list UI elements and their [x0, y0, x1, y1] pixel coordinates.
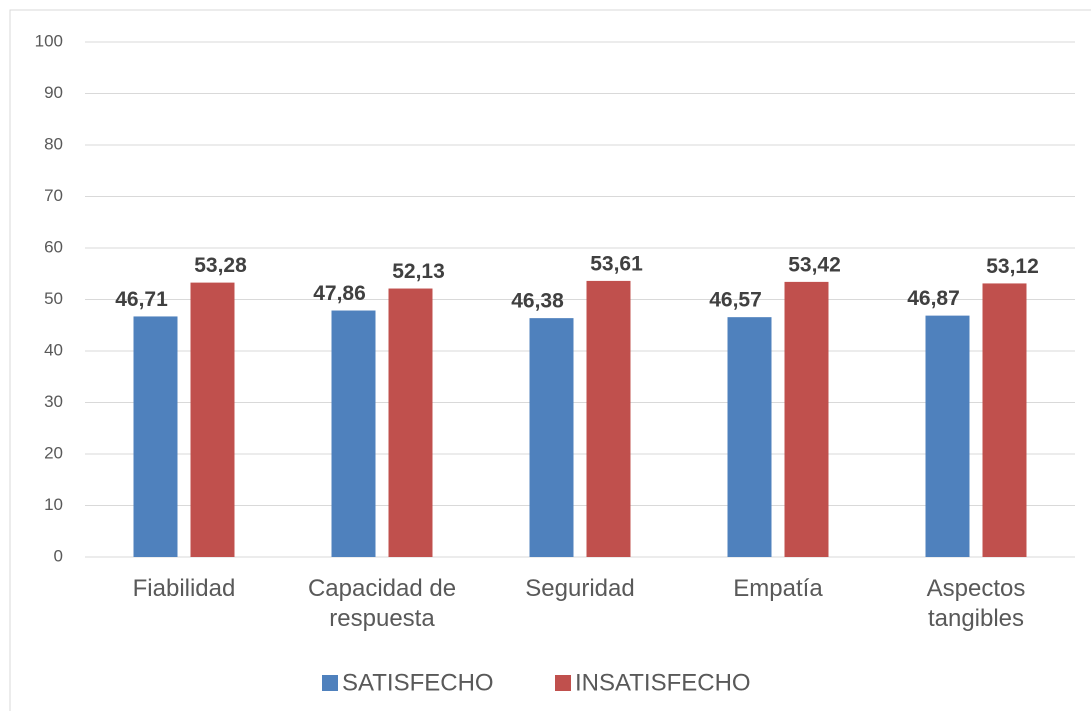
x-tick-label: Fiabilidad — [132, 575, 236, 602]
x-tick-label: Capacidad de respuesta — [307, 575, 457, 632]
bar — [388, 288, 433, 557]
y-tick-label: 50 — [44, 289, 63, 308]
bar — [529, 318, 574, 557]
y-tick-label: 40 — [44, 340, 63, 359]
value-label: 53,28 — [194, 254, 247, 277]
value-label: 46,71 — [115, 288, 168, 311]
x-tick-label: Aspectos tangibles — [926, 575, 1026, 632]
value-label: 52,13 — [392, 260, 445, 283]
value-label: 53,42 — [788, 253, 841, 276]
y-tick-label: 60 — [44, 237, 63, 256]
value-label: 46,38 — [511, 290, 564, 313]
y-tick-label: 70 — [44, 186, 63, 205]
bar — [784, 281, 829, 557]
value-label: 46,87 — [907, 287, 960, 310]
y-tick-label: 20 — [44, 443, 63, 462]
y-tick-label: 90 — [44, 83, 63, 102]
bar — [925, 315, 970, 557]
x-tick-label: Empatía — [733, 575, 823, 602]
y-tick-label: 100 — [35, 31, 63, 50]
y-tick-label: 80 — [44, 134, 63, 153]
bar — [982, 283, 1027, 557]
legend-swatch — [555, 675, 571, 691]
legend-swatch — [322, 675, 338, 691]
bar — [727, 317, 772, 557]
bar — [586, 280, 631, 557]
legend-label: INSATISFECHO — [575, 669, 751, 696]
value-label: 53,12 — [986, 255, 1039, 278]
y-tick-label: 30 — [44, 392, 63, 411]
bar — [133, 316, 178, 557]
value-label: 53,61 — [590, 252, 643, 275]
bar — [331, 310, 376, 557]
y-tick-label: 0 — [54, 546, 63, 565]
bar — [190, 282, 235, 557]
chart-border — [9, 9, 1091, 711]
x-tick-label: Seguridad — [525, 575, 635, 602]
legend-label: SATISFECHO — [342, 669, 494, 696]
value-label: 47,86 — [313, 282, 366, 305]
value-label: 46,57 — [709, 289, 762, 312]
y-tick-label: 10 — [44, 495, 63, 514]
